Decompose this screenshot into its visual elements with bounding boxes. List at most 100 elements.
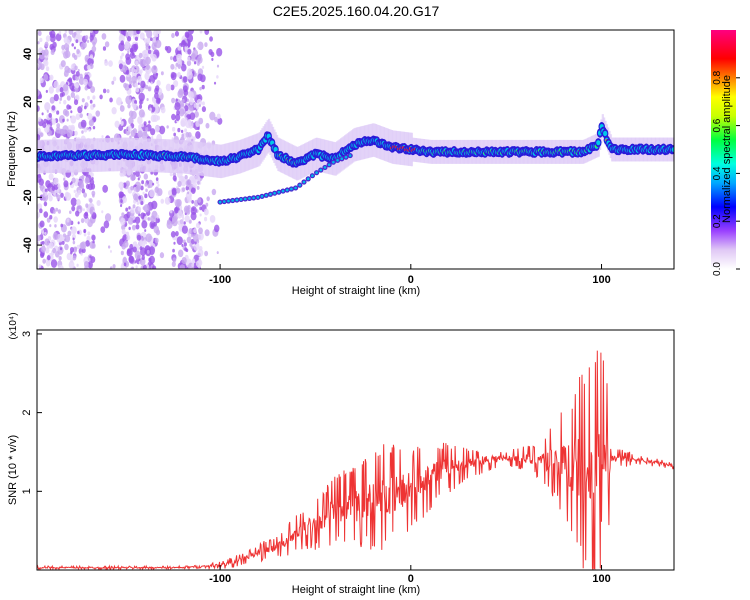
noise-speckle [67,124,72,131]
noise-speckle [149,189,155,198]
noise-speckle [184,117,188,122]
noise-speckle [121,224,126,231]
noise-speckle [66,39,71,45]
noise-speckle [66,95,71,101]
noise-speckle [69,210,72,215]
noise-speckle [134,69,138,73]
noise-speckle [37,212,41,218]
noise-speckle [134,250,141,260]
noise-speckle [39,51,45,60]
y-tick-label: 3 [21,331,33,337]
noise-speckle [190,187,196,194]
noise-speckle [59,97,63,101]
noise-speckle [181,256,187,265]
noise-speckle [71,52,76,58]
noise-speckle [119,117,123,121]
noise-speckle [133,193,139,201]
noise-speckle [49,224,52,228]
noise-speckle [69,246,75,253]
noise-speckle [198,104,201,108]
noise-speckle [125,95,132,105]
snr-x-axis-label: Height of straight line (km) [292,584,420,596]
noise-speckle [139,32,145,40]
noise-speckle [59,87,64,93]
noise-speckle [86,39,90,43]
colorbar-gradient [711,30,736,269]
noise-speckle [83,105,87,110]
noise-speckle [187,196,192,203]
noise-speckle [146,249,150,254]
noise-speckle [150,223,155,228]
noise-speckle [204,229,210,237]
noise-speckle [135,87,140,93]
secondary-trace-core [235,198,239,202]
noise-speckle [139,58,146,68]
noise-speckle [64,234,71,243]
noise-speckle [151,53,157,62]
noise-speckle [198,227,203,235]
noise-speckle [177,249,184,258]
snr-y-axis-label: SNR (10 * v/v) [7,435,19,505]
noise-speckle [171,261,176,268]
noise-speckle [154,125,160,133]
secondary-trace-core [306,177,310,181]
noise-speckle [58,30,62,35]
noise-speckle [91,190,96,196]
noise-speckle [164,46,169,51]
noise-speckle [129,80,133,85]
noise-speckle [184,215,190,223]
noise-speckle [71,43,74,47]
noise-speckle [156,98,161,104]
noise-speckle [141,123,145,128]
noise-speckle [44,238,50,246]
y-tick-label: 2 [21,410,33,416]
noise-speckle [43,59,48,65]
noise-speckle [82,208,85,212]
noise-speckle [80,241,87,250]
noise-speckle [160,198,165,204]
noise-speckle [155,85,160,92]
noise-speckle [192,233,199,242]
noise-speckle [140,80,146,89]
noise-speckle [181,98,185,103]
noise-speckle [83,192,88,198]
snr-y-ticks: 1 2 3 [21,331,42,494]
noise-speckle [210,51,215,58]
noise-speckle [77,68,80,72]
secondary-trace-core [222,200,226,203]
noise-speckle [38,178,44,186]
noise-speckle [131,75,137,84]
noise-speckle [188,219,192,224]
noise-speckle [205,122,210,129]
noise-speckle [138,92,145,102]
noise-speckle [199,246,203,251]
noise-speckle [83,228,87,233]
noise-speckle [197,41,204,51]
noise-speckle [125,56,132,65]
noise-speckle [169,209,173,214]
noise-speckle [108,60,113,67]
noise-speckle [193,61,197,65]
noise-speckle [41,231,45,235]
noise-speckle [100,226,106,234]
noise-speckle [64,243,69,251]
secondary-trace-core [239,198,243,201]
noise-speckle [216,113,221,120]
noise-speckle [138,104,143,109]
y-tick-label: -40 [22,237,34,253]
noise-speckle [152,265,157,269]
noise-speckle [102,88,107,94]
noise-speckle [187,191,190,195]
noise-speckle [62,83,69,92]
noise-speckle [181,63,187,72]
noise-speckle [74,246,78,251]
noise-speckle [216,251,219,255]
noise-speckle [177,72,181,78]
noise-speckle [151,135,154,139]
noise-speckle [39,63,45,71]
noise-speckle [177,127,181,133]
noise-speckle [191,68,194,72]
noise-speckle [203,216,208,222]
noise-speckle [159,252,165,259]
noise-speckle [70,115,77,124]
